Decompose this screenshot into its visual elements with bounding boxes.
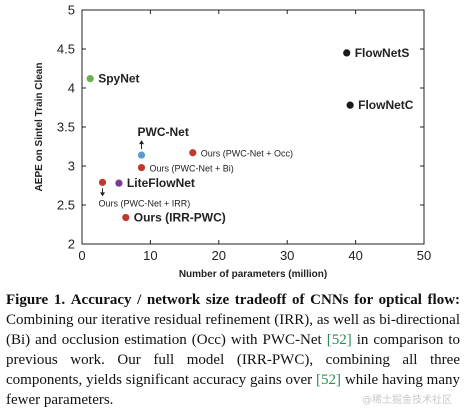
x-tick-label: 10 (143, 248, 157, 263)
label-flownetc: FlowNetC (358, 98, 414, 112)
arrow-head-pwc-net (139, 140, 145, 145)
annotation-arrows (100, 140, 145, 197)
y-tick-label: 3 (68, 159, 75, 174)
caption-text: in comparison to previous work. Our full… (6, 332, 461, 388)
label-ours-irr-pwc: Ours (IRR-PWC) (134, 210, 226, 224)
x-axis-title: Number of parameters (million) (179, 269, 327, 280)
label-ours-pwc-net-irr: Ours (PWC-Net + IRR) (99, 198, 191, 208)
arrow-head-ours-pwc-net-irr (100, 192, 106, 197)
point-liteflownet (115, 179, 123, 187)
figure-caption: Figure 1. Accuracy / network size tradeo… (6, 290, 460, 410)
y-axis-title: AEPE on Sintel Train Clean (34, 63, 45, 192)
point-ours-pwc-net-bi (137, 163, 146, 172)
data-points: FlowNetS FlowNetC SpyNet PWC-Net Ours (PWC-N… (86, 46, 414, 224)
watermark-text: @稀土掘金技术社区 (362, 395, 452, 406)
point-flownetc (346, 101, 354, 109)
label-ours-pwc-net-bi: Ours (PWC-Net + Bi) (150, 164, 234, 174)
label-liteflownet: LiteFlowNet (127, 176, 195, 190)
point-ours-irr-pwc (122, 213, 130, 222)
x-tick-label: 0 (78, 248, 85, 263)
y-tick-label: 4.5 (57, 42, 75, 57)
x-tick-label: 30 (280, 248, 294, 263)
caption-text: while having many fewer parameters. (6, 372, 461, 408)
caption-figure-number: Figure 1. (6, 292, 66, 308)
y-axis: 2 2.5 3 3.5 4 4.5 5 (57, 3, 424, 252)
label-flownets: FlowNetS (355, 46, 410, 60)
label-pwc-net: PWC-Net (138, 125, 189, 139)
point-pwc-net (137, 151, 146, 159)
x-tick-label: 20 (212, 248, 226, 263)
caption-citation-link[interactable]: [52] (326, 332, 352, 348)
point-spynet (86, 75, 94, 83)
x-tick-label: 40 (348, 248, 362, 263)
caption-bold-title: Accuracy / network size tradeoff of CNNs… (70, 292, 461, 308)
point-ours-pwc-net-irr (98, 178, 107, 186)
y-tick-label: 3.5 (57, 120, 75, 135)
point-flownets (343, 49, 351, 57)
y-tick-label: 4 (68, 81, 75, 96)
point-ours-pwc-net-occ (189, 149, 197, 157)
caption-citation-link[interactable]: [52] (316, 372, 342, 388)
y-tick-label: 2.5 (57, 198, 75, 213)
x-tick-label: 50 (417, 248, 431, 263)
scatter-chart: 0 10 20 30 40 50 2 2.5 3 3.5 4 4.5 5 Number of para… (34, 3, 431, 281)
y-tick-label: 5 (68, 3, 75, 18)
x-axis: 0 10 20 30 40 50 (78, 10, 431, 263)
label-ours-pwc-net-occ: Ours (PWC-Net + Occ) (201, 149, 293, 159)
caption-text: Combining our iterative residual refinem… (6, 312, 460, 348)
y-tick-label: 2 (68, 237, 75, 252)
label-spynet: SpyNet (98, 72, 139, 86)
